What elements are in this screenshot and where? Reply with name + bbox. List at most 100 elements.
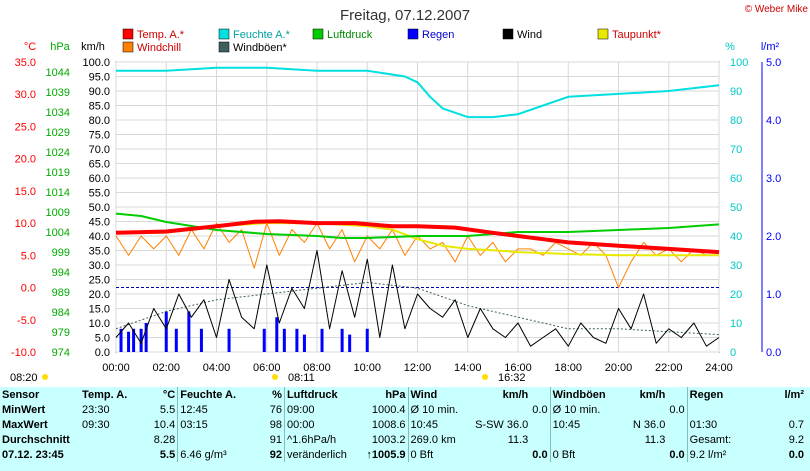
stats-cell: 09:30	[82, 418, 110, 431]
stats-cell: 0 Bft	[549, 447, 613, 462]
pressure-tick-label: 979	[52, 327, 70, 339]
x-tick-label: 22:00	[655, 362, 683, 374]
stats-cell: 98	[269, 418, 282, 431]
stats-cell: Ø 10 min.	[407, 402, 469, 417]
stats-cell: 0.0	[532, 448, 548, 461]
wind-tick-label: 75.0	[89, 130, 110, 142]
series-line-luftdruck	[115, 212, 720, 239]
stats-cell: Ø 10 min.	[549, 402, 613, 417]
wind-tick-label: 30.0	[89, 260, 110, 272]
rain-bar	[164, 311, 168, 352]
stats-cell: 0 Bft	[407, 447, 469, 462]
stats-cell: 0.0	[532, 403, 548, 416]
wind-tick-label: 80.0	[89, 115, 110, 127]
rain-bar	[227, 328, 231, 352]
humidity-tick-label: 40	[730, 231, 742, 243]
temp-tick-label: 10.0	[15, 218, 36, 230]
rain-bar	[127, 331, 131, 352]
stats-cell: MinWert	[2, 403, 46, 416]
wind-tick-label: 25.0	[89, 275, 110, 287]
wind-tick-label: 20.0	[89, 289, 110, 301]
pressure-tick-label: 1044	[46, 67, 70, 79]
legend-swatch	[407, 28, 419, 40]
humidity-tick-label: 60	[730, 173, 742, 185]
humidity-tick-label: 90	[730, 86, 742, 98]
x-tick-label: 24:00	[705, 362, 733, 374]
wind-tick-label: 0.0	[95, 347, 110, 359]
stats-cell: 11.3	[507, 433, 529, 446]
stats-cell	[746, 447, 757, 462]
stats-cell: 10:45	[549, 417, 613, 432]
stats-cell: 5.5	[159, 403, 176, 416]
temp-tick-label: 0.0	[21, 283, 36, 295]
legend-swatch	[218, 28, 230, 40]
stats-cell: ↑1005.9	[366, 448, 406, 461]
wind-tick-label: 100.0	[82, 57, 110, 69]
stats-cell: km/h	[502, 388, 529, 401]
statistics-table: Sensor Temp. A. °C Feuchte A.% Luftdruck hPa W…	[0, 387, 810, 462]
stats-cell	[612, 402, 667, 417]
wind-tick-label: 95.0	[89, 72, 110, 84]
stats-cell: km/h	[639, 388, 666, 401]
x-tick-label: 12:00	[404, 362, 432, 374]
temp-tick-label: 15.0	[15, 186, 36, 198]
legend-label: Taupunkt*	[612, 29, 662, 41]
wind-tick-label: 40.0	[89, 231, 110, 243]
stats-cell: 07.12. 23:45	[2, 448, 64, 461]
stats-cell: %	[272, 388, 282, 401]
stats-cell: Wind	[407, 387, 469, 402]
wind-tick-label: 10.0	[89, 318, 110, 330]
stats-row: MinWert 23:30 5.5 12:45 76 09:00 1000.4 Ø 10 mi…	[0, 402, 810, 417]
pressure-tick-label: 1039	[46, 87, 70, 99]
series-line-temp-a	[115, 219, 720, 255]
stats-cell: 0.7	[788, 418, 804, 431]
sun-marker-label: 08:11	[288, 372, 315, 384]
stats-cell: 8.28	[153, 433, 176, 446]
stats-cell: 269.0 km	[407, 432, 469, 447]
wind-tick-label: 90.0	[89, 86, 110, 98]
x-tick-label: 08:00	[303, 362, 331, 374]
rain-bar	[139, 328, 143, 352]
stats-cell: 09:00	[283, 402, 356, 417]
wind-tick-label: 35.0	[89, 246, 110, 258]
stats-cell: veränderlich	[283, 447, 356, 462]
sun-marker-label: 16:32	[498, 372, 526, 384]
stats-cell: Gesamt:	[686, 432, 746, 447]
stats-cell: Regen	[686, 387, 746, 402]
legend-label: Feuchte A.*	[233, 29, 291, 41]
stats-cell: 01:30	[686, 417, 746, 432]
stats-cell: 92	[269, 448, 282, 461]
stats-cell: Durchschnitt	[2, 433, 70, 446]
axis-unit-label: %	[725, 41, 735, 53]
stats-cell: 5.5	[159, 448, 176, 461]
humidity-tick-label: 10	[730, 318, 742, 330]
stats-cell: MaxWert	[2, 418, 48, 431]
legend-label: Regen	[422, 29, 454, 41]
pressure-tick-label: 984	[52, 307, 70, 319]
rain-bar	[340, 328, 344, 352]
humidity-tick-label: 70	[730, 144, 742, 156]
rain-bar	[348, 334, 352, 352]
rain-tick-label: 5.0	[766, 57, 781, 69]
stats-cell: Windböen	[549, 387, 613, 402]
pressure-tick-label: 994	[52, 267, 70, 279]
stats-cell	[746, 402, 757, 417]
wind-tick-label: 70.0	[89, 144, 110, 156]
x-tick-label: 06:00	[253, 362, 281, 374]
stats-cell	[530, 387, 550, 402]
temp-tick-label: -10.0	[11, 347, 36, 359]
stats-cell	[80, 432, 136, 447]
rain-tick-label: 3.0	[766, 173, 781, 185]
statistics-panel: Sensor Temp. A. °C Feuchte A.% Luftdruck hPa W…	[0, 387, 810, 471]
sun-marker-label: 08:20	[10, 372, 38, 384]
stats-cell	[746, 417, 757, 432]
pressure-tick-label: 999	[52, 247, 70, 259]
chart-legend: Temp. A.* Feuchte A.* Luftdruck Regen Wind Ta…	[122, 28, 662, 54]
x-tick-label: 14:00	[454, 362, 482, 374]
sun-marker-icon	[42, 374, 48, 380]
rain-tick-label: 1.0	[766, 289, 781, 301]
stats-cell	[530, 417, 550, 432]
rain-bar	[295, 328, 299, 352]
x-tick-label: 10:00	[353, 362, 381, 374]
wind-tick-label: 55.0	[89, 188, 110, 200]
